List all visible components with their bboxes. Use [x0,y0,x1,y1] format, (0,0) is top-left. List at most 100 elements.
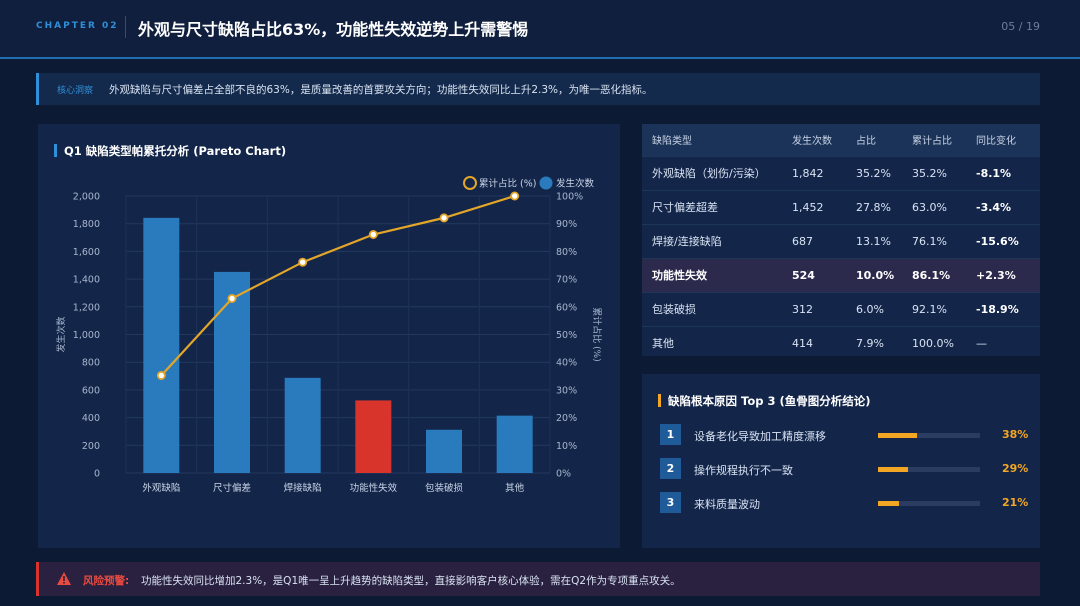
y2-axis-label: 累计占比 (%) [591,307,603,361]
root-cause-text: 操作规程执行不一致 [694,464,793,477]
header-underline [0,57,1080,59]
cell-count: 1,842 [792,155,856,190]
rank-badge: 1 [660,424,681,445]
col-header-type: 缺陷类型 [642,124,792,156]
progress-fill [878,501,900,506]
cell-count: 312 [792,291,856,326]
col-header-yoy: 同比变化 [976,124,1040,156]
y-tick-label: 1,800 [73,219,100,230]
table-row: 其他 414 7.9% 100.0% — [642,325,1040,360]
cell-type: 焊接/连接缺陷 [642,223,792,258]
rank-badge: 3 [660,492,681,513]
x-tick-label: 功能性失效 [350,482,398,494]
bar [284,377,321,473]
cell-yoy: -3.4% [976,189,1040,224]
cell-cumulative: 100.0% [912,325,976,360]
bar [214,271,250,473]
cell-count: 524 [792,257,856,292]
table-row-highlight: 功能性失效 524 10.0% 86.1% +2.3% [642,257,1040,292]
pareto-chart-panel: 0 200 400 600 800 1,000 1,200 1,400 1,600 1,800 2,… [38,124,620,548]
y2-tick-label: 0% [556,469,571,480]
y2-tick-label: 50% [556,330,577,341]
y-tick-label: 1,000 [73,330,100,341]
line-point [227,293,237,303]
root-cause-percent: 29% [1002,462,1029,475]
y2-tick-label: 10% [556,441,577,452]
y2-tick-label: 20% [556,413,577,424]
insight-label: 核心洞察 [57,86,94,96]
progress-track [878,501,980,506]
cell-share: 7.9% [856,325,912,360]
x-tick-label: 其他 [505,482,525,494]
progress-track [878,433,980,438]
chapter-label: CHAPTER 02 [36,21,119,31]
y-tick-label: 1,400 [73,275,100,286]
y-axis-label: 发生次数 [55,316,67,352]
cell-type: 包装破损 [642,291,792,326]
y-tick-label: 1,600 [73,247,100,258]
insight-text: 外观缺陷与尺寸偏差占全部不良的63%，是质量改善的首要攻关方向；功能性失效同比上… [109,84,653,96]
y2-tick-label: 90% [556,219,577,230]
chart-title: Q1 缺陷类型帕累托分析 (Pareto Chart) [53,144,287,158]
root-cause-item: 1 设备老化导致加工精度漂移 38% [660,424,1030,446]
table-header-row: 缺陷类型 发生次数 占比 累计占比 同比变化 [642,124,1040,156]
root-cause-panel: 缺陷根本原因 Top 3 (鱼骨图分析结论) 1 设备老化导致加工精度漂移 38… [642,374,1040,548]
legend-line-label: 累计占比 (%) [479,178,536,190]
cell-type: 尺寸偏差超差 [642,189,792,224]
line-point [298,257,308,267]
cell-share: 6.0% [856,291,912,326]
insight-bar: 核心洞察 外观缺陷与尺寸偏差占全部不良的63%，是质量改善的首要攻关方向；功能性… [36,73,1040,105]
y2-tick-label: 30% [556,385,577,396]
cell-yoy: -15.6% [976,223,1040,258]
table-row: 尺寸偏差超差 1,452 27.8% 63.0% -3.4% [642,189,1040,224]
page-title: 外观与尺寸缺陷占比63%，功能性失效逆势上升需警惕 [138,20,529,39]
bar [355,400,392,473]
line-point [439,213,449,223]
cell-share: 13.1% [856,223,912,258]
risk-text: 功能性失效同比增加2.3%，是Q1唯一呈上升趋势的缺陷类型，直接影响客户核心体验… [141,575,681,587]
risk-label: 风险预警: [83,575,130,587]
x-tick-label: 尺寸偏差 [213,482,251,494]
root-cause-item: 2 操作规程执行不一致 29% [660,458,1030,480]
table-row: 包装破损 312 6.0% 92.1% -18.9% [642,291,1040,326]
progress-track [878,467,980,472]
line-point [368,230,378,240]
header-bar: CHAPTER 02 外观与尺寸缺陷占比63%，功能性失效逆势上升需警惕 05 … [0,0,1080,57]
y2-tick-label: 70% [556,275,577,286]
table-row: 外观缺陷（划伤/污染） 1,842 35.2% 35.2% -8.1% [642,155,1040,190]
risk-warning-bar: 风险预警: 功能性失效同比增加2.3%，是Q1唯一呈上升趋势的缺陷类型，直接影响… [36,562,1040,596]
x-tick-label: 外观缺陷 [142,482,180,494]
root-cause-item: 3 来料质量波动 21% [660,492,1030,514]
cell-count: 414 [792,325,856,360]
cell-type: 其他 [642,325,792,360]
cell-count: 1,452 [792,189,856,224]
col-header-share: 占比 [856,124,912,156]
cell-type: 外观缺陷（划伤/污染） [642,155,792,190]
y2-tick-label: 80% [556,247,577,258]
cell-cumulative: 76.1% [912,223,976,258]
col-header-cumulative: 累计占比 [912,124,976,156]
bar [496,415,533,473]
x-tick-label: 焊接缺陷 [284,482,322,494]
y-tick-label: 800 [82,358,100,369]
pareto-chart: 0 200 400 600 800 1,000 1,200 1,400 1,600 1,800 2,… [55,176,603,494]
page-number: 05 / 19 [1001,20,1040,33]
table-row: 焊接/连接缺陷 687 13.1% 76.1% -15.6% [642,223,1040,258]
y2-tick-label: 40% [556,358,577,369]
cell-cumulative: 63.0% [912,189,976,224]
root-cause-text: 设备老化导致加工精度漂移 [694,430,826,443]
cell-count: 687 [792,223,856,258]
bar [143,217,180,473]
y-tick-label: 200 [82,441,100,452]
cell-yoy: -18.9% [976,291,1040,326]
col-header-count: 发生次数 [792,124,856,156]
progress-fill [878,433,917,438]
cell-type: 功能性失效 [642,257,792,292]
y-tick-label: 0 [94,469,100,480]
warning-icon [57,572,71,585]
root-cause-title: 缺陷根本原因 Top 3 (鱼骨图分析结论) [657,394,871,408]
y-tick-label: 1,200 [73,302,100,313]
y-tick-label: 2,000 [73,192,100,203]
cell-yoy: — [976,325,1040,360]
legend-bar-swatch [539,176,553,190]
